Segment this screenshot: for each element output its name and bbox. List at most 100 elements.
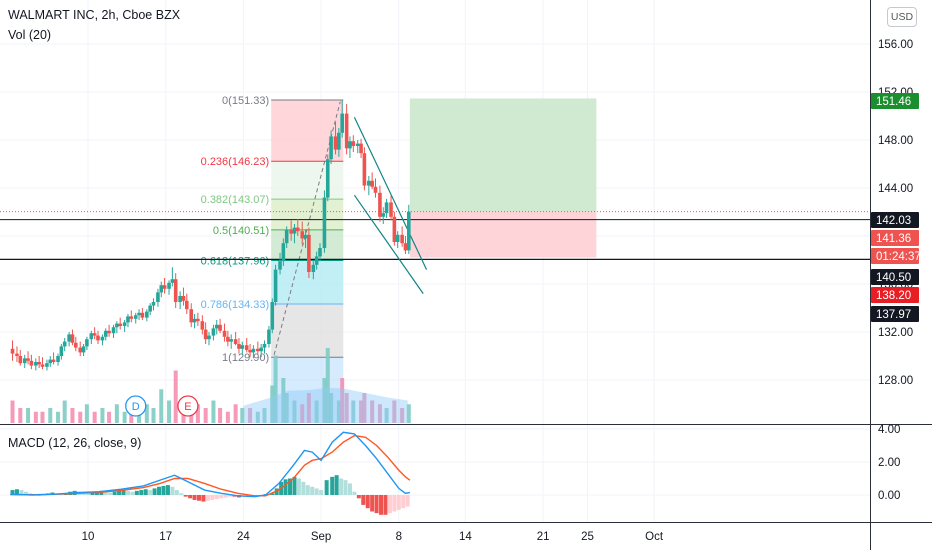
macd-histogram-bar: [134, 490, 139, 495]
main-pane[interactable]: 0(151.33) 0.236(146.23) 0.382(143.07) 0.5(1…: [0, 95, 870, 423]
macd-histogram-bar: [81, 492, 86, 495]
volume-bar: [336, 400, 341, 423]
candle-body: [400, 234, 404, 244]
candle-body: [244, 345, 249, 350]
volume-bar: [351, 400, 356, 423]
candle-body: [162, 285, 167, 289]
volume-bar: [377, 404, 382, 423]
macd-histogram-bar: [117, 490, 122, 495]
candle-body: [137, 312, 141, 316]
macd-tick-label: 0.00: [878, 490, 900, 502]
volume-bar: [225, 411, 230, 423]
candle-body: [133, 315, 138, 319]
candle-body: [151, 302, 156, 306]
candle-body: [359, 143, 363, 154]
volume-bar: [218, 408, 223, 423]
channel-upper: [353, 116, 428, 270]
volume-bar: [292, 400, 297, 423]
candle-body: [381, 213, 386, 217]
currency-button[interactable]: USD: [887, 7, 917, 27]
macd-histogram-bar: [405, 495, 410, 507]
candle-body: [122, 322, 127, 326]
volume-bar: [284, 393, 289, 423]
candle-body: [329, 136, 333, 160]
volume-bar: [167, 400, 172, 423]
macd-histogram-bar: [183, 495, 188, 497]
candle-body: [389, 202, 393, 217]
volume-bar: [392, 400, 397, 423]
price-tick-label: 144.00: [878, 183, 913, 195]
macd-histogram-bar: [301, 481, 306, 495]
candle-body: [29, 360, 34, 366]
candle-body: [362, 153, 367, 186]
macd-histogram-bar: [161, 485, 166, 495]
symbol-title[interactable]: WALMART INC, 2h, Cboe BZX: [8, 8, 181, 22]
candle-body: [92, 333, 97, 336]
candle-body: [34, 362, 38, 366]
price-badge: [871, 248, 919, 264]
macd-histogram-bar: [201, 495, 206, 502]
volume-bar: [18, 408, 23, 423]
candle-body: [78, 347, 83, 353]
macd-histogram-bar: [143, 489, 148, 495]
macd-histogram-bar: [174, 490, 179, 495]
volume-bar: [248, 408, 253, 423]
candle-body: [344, 113, 349, 149]
candle-body: [48, 359, 53, 364]
macd-histogram-bar: [270, 493, 275, 495]
macd-histogram-bar: [108, 492, 113, 495]
macd-label[interactable]: MACD (12, 26, close, 9): [8, 436, 142, 450]
macd-histogram-bar: [352, 491, 357, 495]
candle-body: [15, 353, 19, 356]
price-tick-label: 128.00: [878, 375, 913, 387]
macd-signal-line: [10, 434, 411, 497]
candle-body: [107, 330, 111, 334]
candle-body: [159, 285, 164, 293]
volume-bar: [40, 411, 45, 423]
volume-bar: [195, 404, 200, 423]
macd-histogram-bar: [374, 495, 379, 514]
candle-body: [111, 327, 116, 334]
volume-bar: [56, 411, 61, 423]
time-tick-label: 21: [537, 531, 550, 543]
volume-bar: [262, 408, 267, 423]
candle-body: [300, 231, 305, 239]
macd-tick-label: 4.00: [878, 424, 900, 436]
macd-histogram-bar: [305, 485, 310, 495]
macd-histogram-bar: [188, 495, 193, 499]
macd-histogram-bar: [99, 490, 104, 495]
candle-body: [203, 329, 208, 340]
macd-histogram-bar: [223, 495, 228, 498]
fib-zone: [271, 304, 344, 358]
time-tick-label: Sep: [311, 531, 331, 543]
candle-body: [129, 316, 134, 319]
candle-body: [314, 256, 319, 265]
volume-label[interactable]: Vol (20): [8, 28, 52, 42]
volume-bar: [370, 400, 375, 423]
candle-body: [18, 356, 23, 364]
fib-level-label: 0.5(140.51): [213, 225, 269, 237]
candle-body: [62, 341, 67, 347]
price-badge-label: 142.03: [876, 215, 911, 227]
macd-histogram-bar: [334, 475, 339, 495]
candle-body: [289, 230, 293, 234]
price-tick-label: 132.00: [878, 327, 913, 339]
macd-histogram-bar: [379, 495, 384, 515]
macd-histogram-bar: [383, 495, 388, 515]
volume-bar: [107, 411, 112, 423]
candle-body: [184, 300, 189, 310]
volume-bar: [211, 400, 216, 423]
volume-bar: [144, 404, 149, 423]
time-tick-label: 25: [581, 531, 594, 543]
macd-pane[interactable]: [10, 431, 411, 515]
candle-body: [211, 328, 216, 336]
macd-histogram-bar: [197, 495, 201, 501]
volume-bar: [173, 370, 178, 423]
volume-bar: [240, 408, 245, 423]
volume-bar: [100, 408, 105, 423]
macd-histogram-bar: [219, 495, 224, 499]
macd-histogram-bar: [288, 478, 293, 495]
price-badge-label: 140.50: [876, 272, 911, 284]
